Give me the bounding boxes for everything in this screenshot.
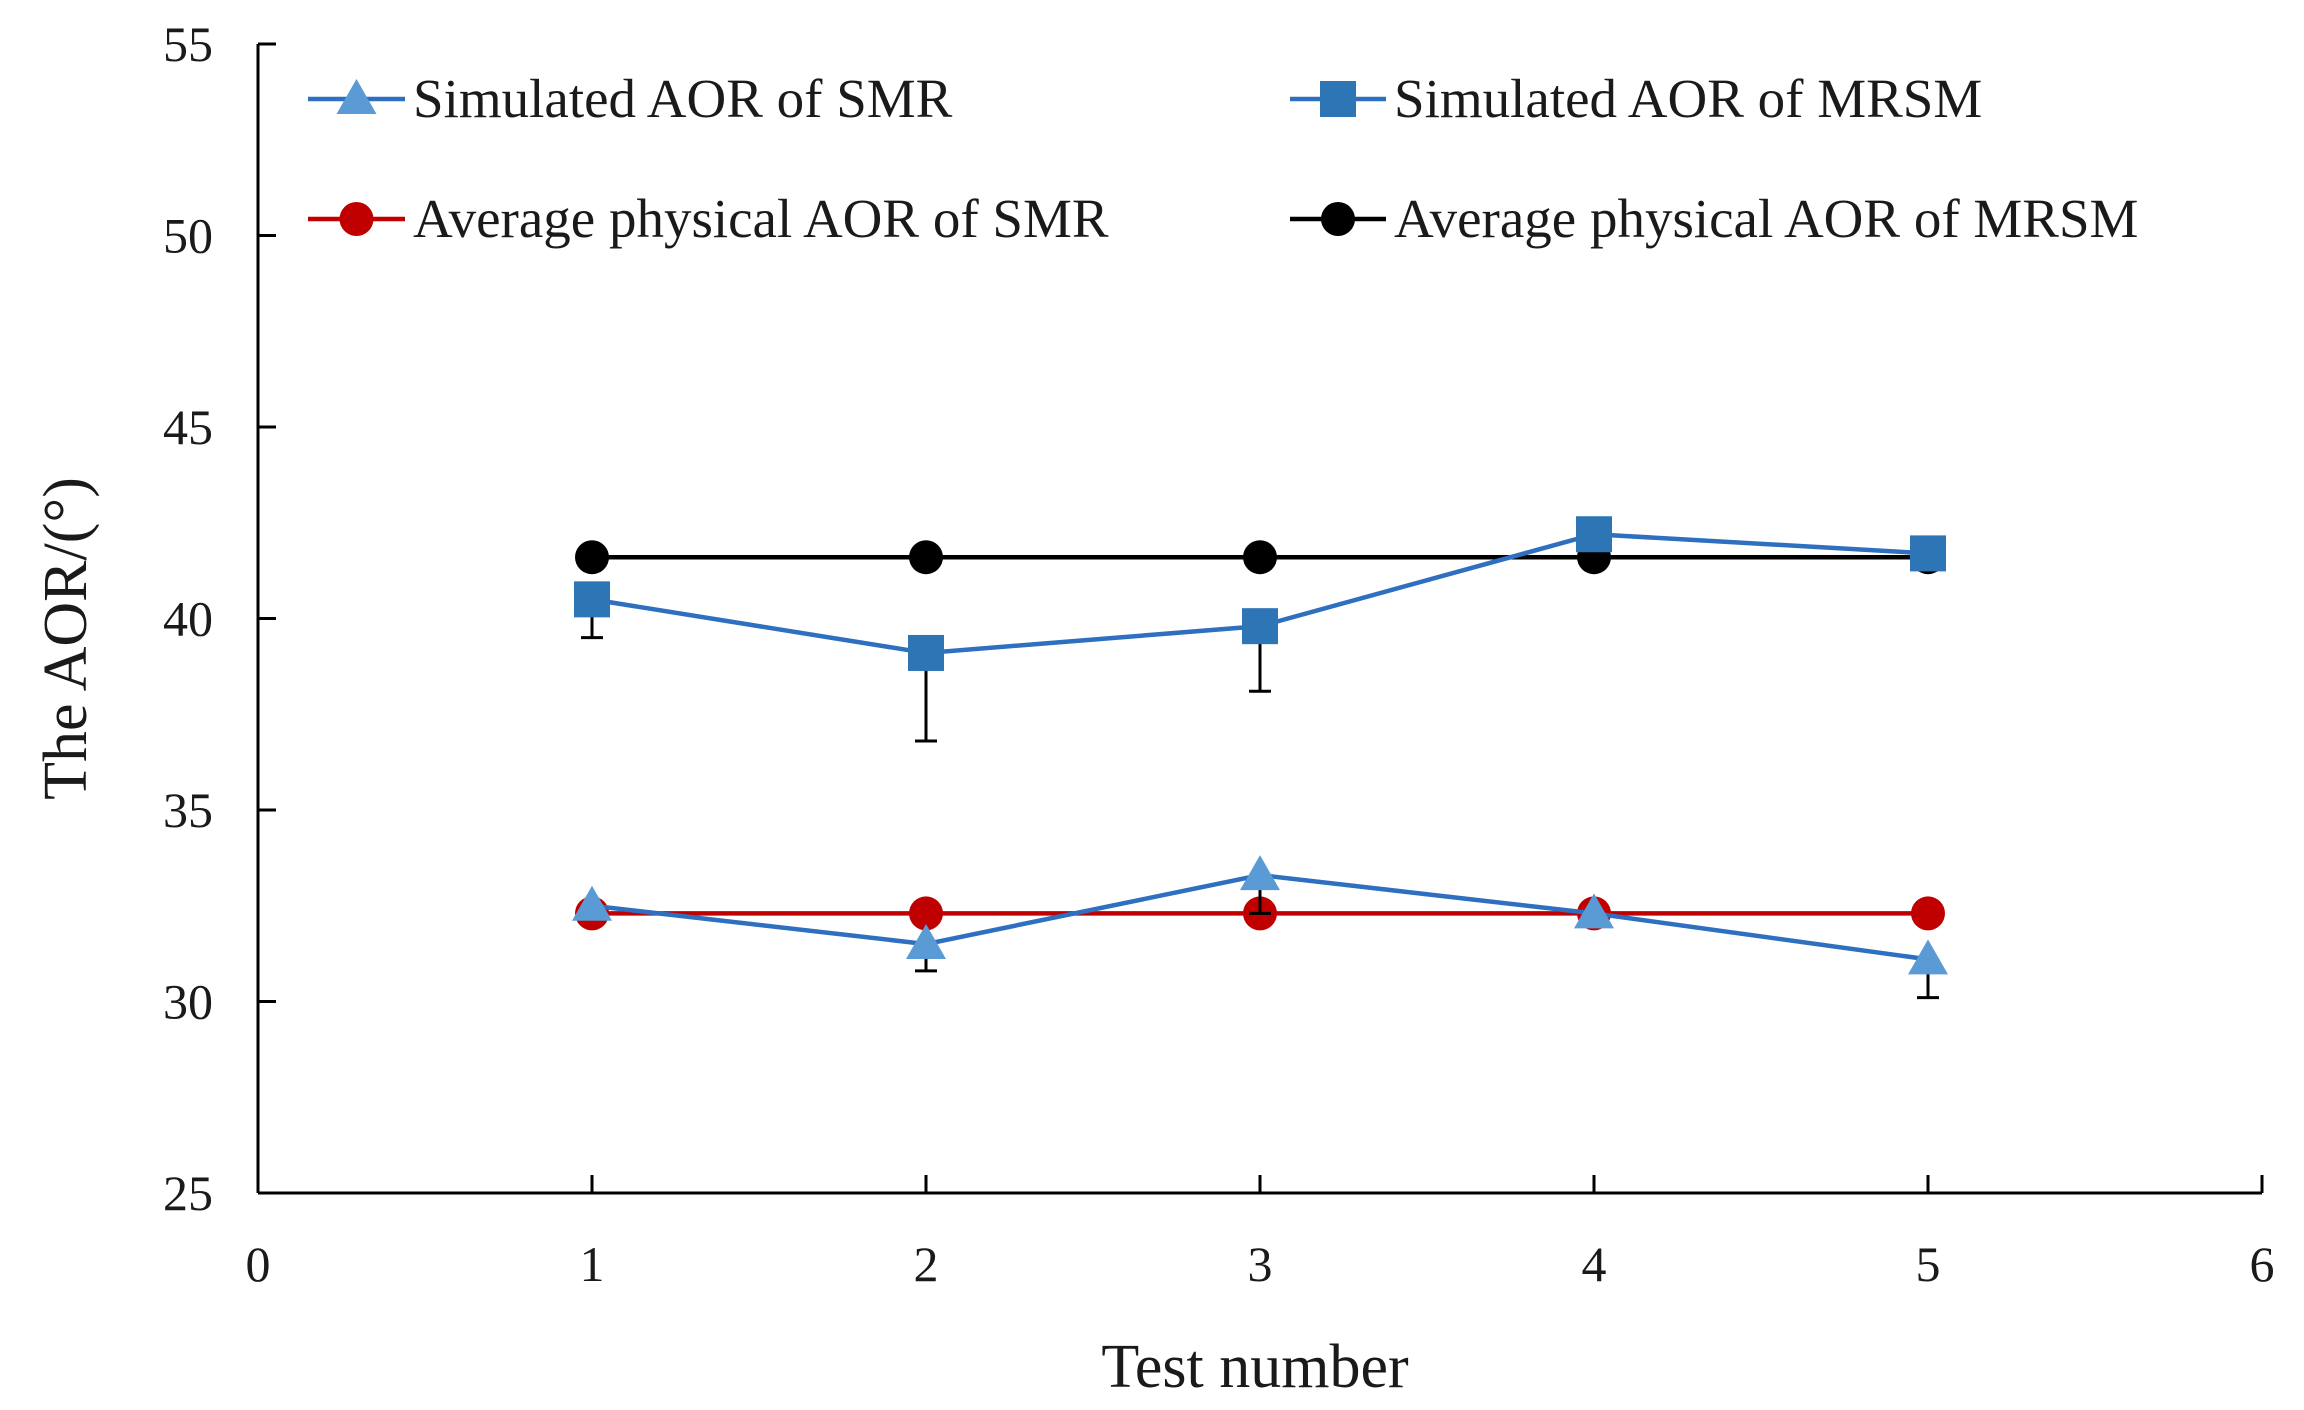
legend-item: Average physical AOR of MRSM (1290, 188, 2138, 249)
y-tick-label: 45 (163, 399, 213, 455)
data-point (908, 634, 944, 671)
x-tick-label: 3 (1248, 1236, 1273, 1292)
legend-item: Average physical AOR of SMR (308, 188, 1109, 249)
x-tick-label: 2 (914, 1236, 939, 1292)
x-tick-label: 0 (246, 1236, 271, 1292)
y-tick-label: 25 (163, 1165, 213, 1221)
legend-label: Average physical AOR of SMR (413, 188, 1109, 249)
x-tick-label: 4 (1582, 1236, 1607, 1292)
data-point (906, 924, 946, 960)
data-point (909, 896, 943, 931)
data-point (574, 581, 610, 618)
x-tick-label: 1 (580, 1236, 605, 1292)
data-point (1576, 516, 1612, 553)
legend: Simulated AOR of SMR Simulated AOR of MRS… (308, 68, 2138, 249)
y-tick-label: 50 (163, 208, 213, 264)
legend-marker (1321, 202, 1355, 236)
legend-label: Simulated AOR of MRSM (1394, 68, 1982, 129)
data-point (1243, 540, 1277, 575)
legend-label: Average physical AOR of MRSM (1394, 188, 2138, 249)
x-axis-label: Test number (1101, 1333, 1409, 1401)
legend-marker (339, 202, 374, 236)
data-point (572, 885, 612, 921)
y-tick-label: 40 (163, 591, 213, 647)
data-point (1242, 608, 1278, 645)
series-sim-mrsm (574, 516, 1946, 743)
series-phys-mrsm (575, 540, 1945, 575)
series-sim-smr (572, 855, 1948, 1000)
legend-item: Simulated AOR of MRSM (1290, 68, 1982, 129)
y-tick-label: 35 (163, 782, 213, 838)
legend-label: Simulated AOR of SMR (413, 68, 953, 129)
plot-area (572, 516, 1948, 1000)
legend-item: Simulated AOR of SMR (308, 68, 953, 129)
y-axis-label: The AOR/(°) (32, 477, 100, 800)
data-point (575, 540, 609, 575)
data-point (1908, 939, 1948, 975)
y-tick-label: 55 (163, 16, 213, 72)
x-tick-label: 6 (2250, 1236, 2275, 1292)
data-point (1911, 896, 1945, 931)
x-tick-label: 5 (1916, 1236, 1941, 1292)
y-tick-label: 30 (163, 974, 213, 1030)
data-point (1574, 893, 1614, 929)
data-point (1240, 855, 1280, 891)
data-point (909, 540, 943, 575)
data-point (1910, 535, 1946, 572)
legend-marker (1320, 81, 1356, 117)
legend-marker (336, 79, 377, 114)
